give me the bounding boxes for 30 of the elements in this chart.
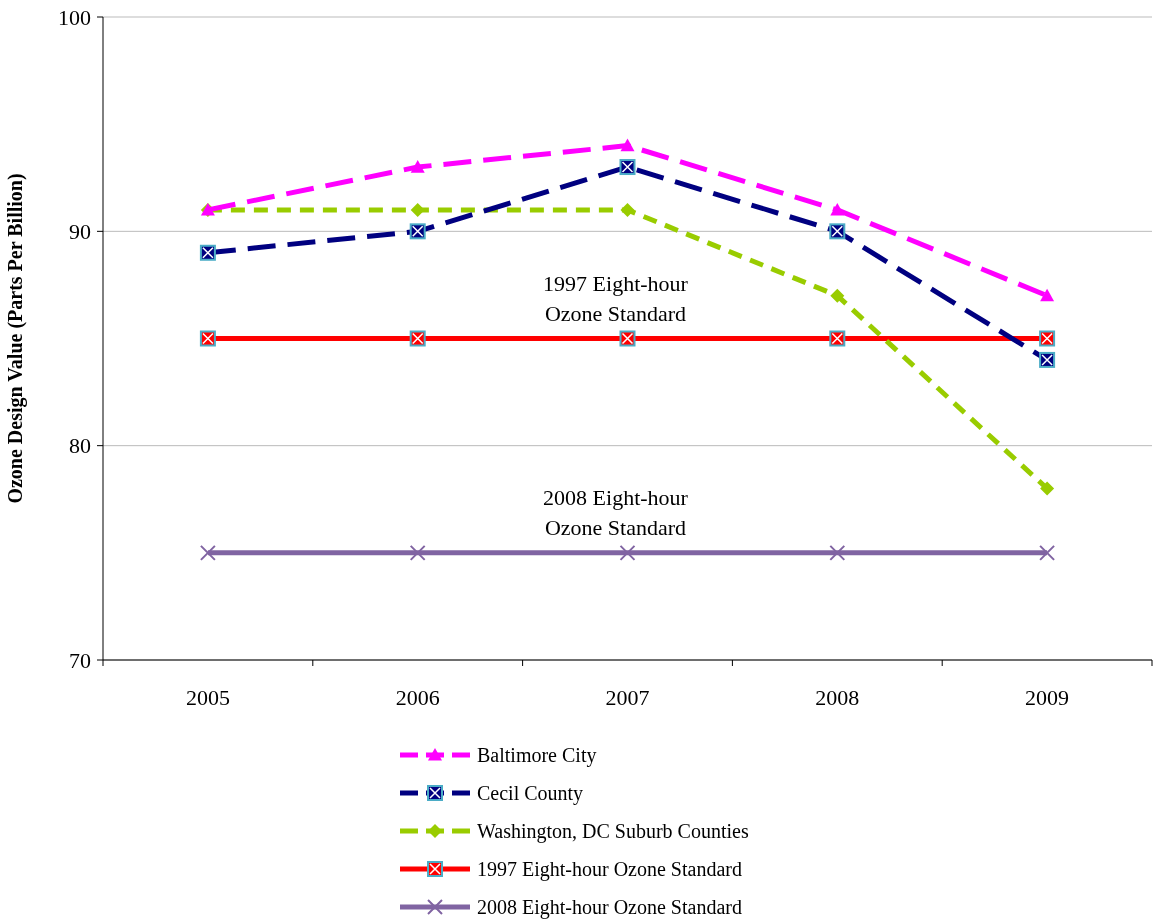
point bbox=[199, 544, 216, 561]
point bbox=[409, 544, 426, 561]
point bbox=[410, 202, 425, 217]
y-axis-title: Ozone Design Value (Parts Per Billion) bbox=[4, 173, 27, 504]
legend-label: 1997 Eight-hour Ozone Standard bbox=[477, 858, 742, 881]
point bbox=[620, 202, 635, 217]
x-tick-label: 2008 bbox=[815, 685, 860, 710]
x-tick-label: 2009 bbox=[1025, 685, 1070, 710]
legend-label: Washington, DC Suburb Counties bbox=[477, 820, 749, 843]
annotation: 2008 Eight-hour Ozone Standard bbox=[543, 484, 689, 540]
x-tick-label: 2007 bbox=[605, 685, 650, 710]
y-tick-label: 80 bbox=[69, 433, 91, 459]
point bbox=[830, 202, 845, 216]
x-tick-label: 2005 bbox=[185, 685, 230, 710]
legend-label: Cecil County bbox=[477, 782, 584, 805]
y-tick-label: 100 bbox=[58, 4, 91, 30]
annotation: 1997 Eight-hour Ozone Standard bbox=[543, 270, 689, 326]
point bbox=[619, 544, 636, 561]
point bbox=[410, 160, 425, 173]
y-tick-label: 90 bbox=[69, 219, 91, 245]
point bbox=[1040, 288, 1055, 302]
y-tick-label: 70 bbox=[69, 647, 91, 673]
point bbox=[1039, 544, 1056, 561]
legend-label: Baltimore City bbox=[477, 744, 597, 767]
point bbox=[829, 544, 846, 561]
point bbox=[620, 138, 635, 152]
legend-label: 2008 Eight-hour Ozone Standard bbox=[477, 896, 742, 919]
point bbox=[830, 288, 845, 303]
x-tick-label: 2006 bbox=[395, 685, 440, 710]
point bbox=[1040, 481, 1055, 496]
